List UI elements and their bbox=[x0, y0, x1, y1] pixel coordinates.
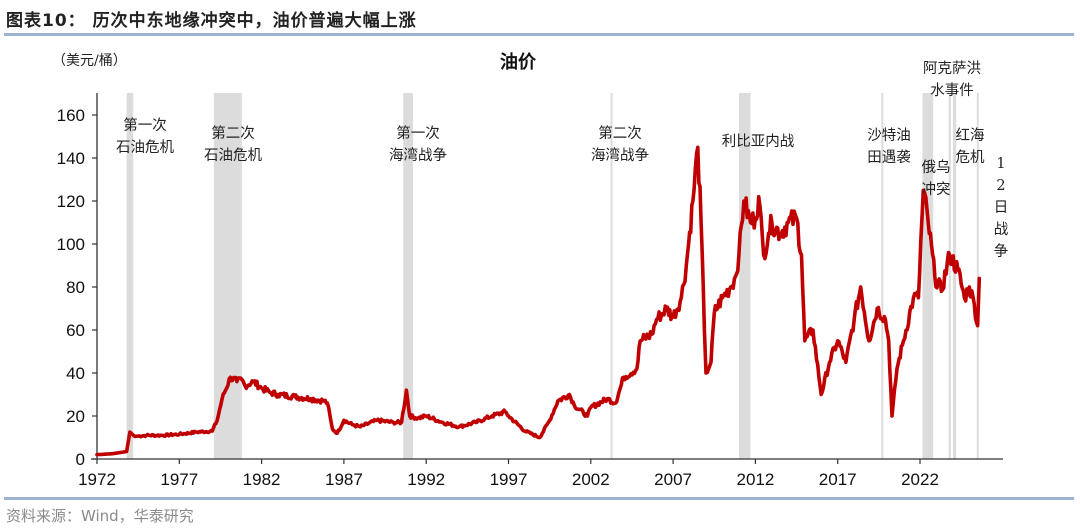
event-band bbox=[881, 93, 884, 459]
x-tick-label: 2017 bbox=[819, 470, 857, 489]
x-tick-label: 2012 bbox=[736, 470, 774, 489]
event-annotation: 俄乌冲突 bbox=[922, 159, 951, 198]
chart-axes: 0 20 40 60 80 100 120 140 160 1972 1977 1982 1987 199… bbox=[57, 93, 1003, 489]
x-tick-label: 1982 bbox=[243, 470, 281, 489]
event-annotation: 第二次海湾战争 bbox=[591, 124, 649, 164]
figure-title: 图表10： 历次中东地缘冲突中，油价普遍大幅上涨 bbox=[6, 11, 417, 31]
event-annotation: 阿克萨洪水事件 bbox=[923, 60, 981, 99]
y-tick-label: 120 bbox=[57, 192, 85, 211]
event-annotation: 红海危机 bbox=[956, 127, 985, 166]
price-line bbox=[95, 145, 982, 457]
title-rule bbox=[4, 33, 1074, 36]
chart-title: 油价 bbox=[500, 52, 536, 73]
y-tick-label: 100 bbox=[57, 235, 85, 254]
event-annotation: 利比亚内战 bbox=[722, 133, 795, 150]
event-band bbox=[213, 93, 242, 459]
y-tick-label: 20 bbox=[66, 407, 85, 426]
x-tick-label: 1992 bbox=[407, 470, 445, 489]
y-tick-label: 80 bbox=[66, 278, 85, 297]
event-annotation: 1 2 日战争 bbox=[994, 156, 1009, 260]
event-band bbox=[738, 93, 751, 459]
event-annotation: 第一次海湾战争 bbox=[389, 124, 447, 164]
event-bands bbox=[126, 93, 979, 459]
event-band bbox=[952, 93, 957, 459]
event-band bbox=[976, 93, 979, 459]
source-rule bbox=[4, 497, 1074, 500]
x-tick-label: 2007 bbox=[654, 470, 692, 489]
x-tick-label: 1987 bbox=[325, 470, 363, 489]
x-tick-label: 1977 bbox=[160, 470, 198, 489]
event-annotation: 第一次石油危机 bbox=[116, 116, 174, 156]
y-tick-label: 40 bbox=[66, 364, 85, 383]
y-axis-unit-label: （美元/桶） bbox=[52, 53, 127, 69]
event-band bbox=[948, 93, 951, 459]
x-tick-label: 2002 bbox=[572, 470, 610, 489]
y-tick-label: 0 bbox=[76, 450, 85, 469]
event-band bbox=[126, 93, 134, 459]
source-note: 资料来源：Wind，华泰研究 bbox=[6, 507, 194, 525]
event-band bbox=[403, 93, 414, 459]
y-tick-label: 60 bbox=[66, 321, 85, 340]
event-annotation: 第二次石油危机 bbox=[204, 124, 262, 164]
y-tick-label: 160 bbox=[57, 106, 85, 125]
x-tick-label: 1972 bbox=[78, 470, 116, 489]
y-tick-label: 140 bbox=[57, 149, 85, 168]
x-tick-label: 1997 bbox=[490, 470, 528, 489]
oil-price-series bbox=[95, 145, 982, 457]
event-band bbox=[610, 93, 613, 459]
event-annotation: 沙特油田遇袭 bbox=[867, 127, 911, 166]
event-band bbox=[922, 93, 934, 459]
x-tick-label: 2022 bbox=[901, 470, 939, 489]
